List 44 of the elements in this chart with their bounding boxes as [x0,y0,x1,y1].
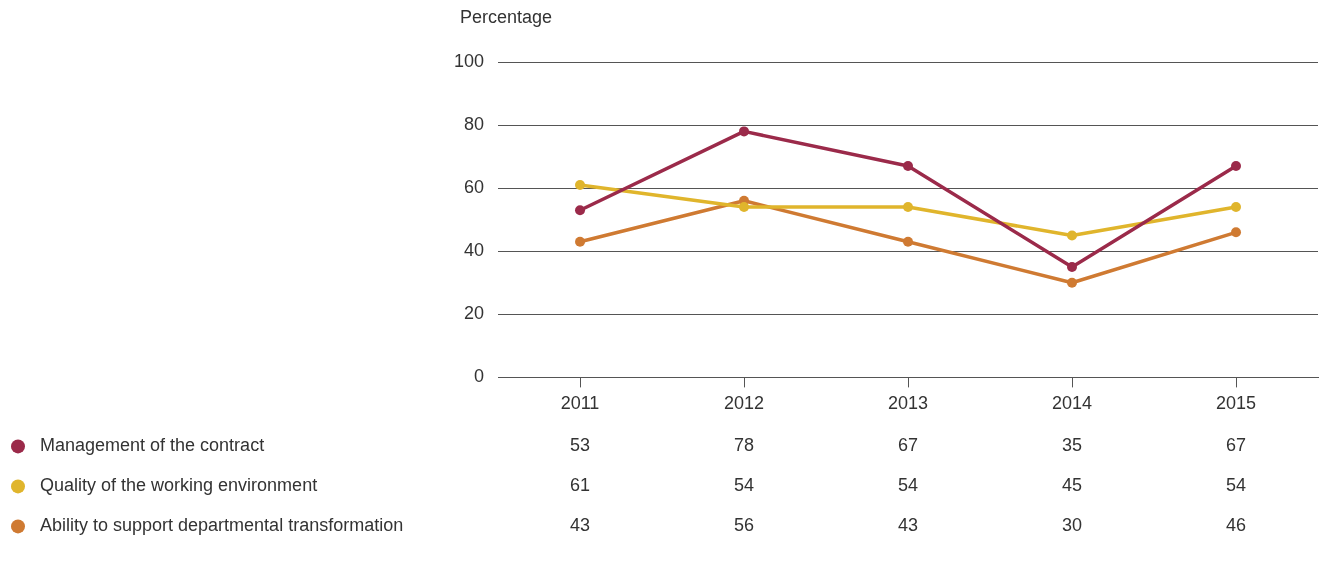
data-label: 67 [1225,435,1247,456]
point [1231,202,1241,213]
point [739,202,750,213]
x-tick-label: 2012 [724,393,765,414]
legend-label: Quality of the working environment [40,475,318,496]
legend-label: Ability to support departmental transformation [40,515,404,536]
y-tick-label: 100 [453,50,485,71]
data-label: 78 [734,435,755,456]
point [903,236,914,247]
data-label: 53 [570,435,591,456]
y-tick-label: 40 [464,240,485,261]
data-label: 43 [898,515,919,536]
legend-label: Management of the contract [40,435,265,456]
y-tick-label: 80 [464,114,485,135]
data-label: 56 [734,515,755,536]
y-tick-label: 60 [464,177,485,198]
point [903,161,914,172]
x-tick-label: 2014 [1051,393,1093,414]
data-label: 46 [1225,515,1247,536]
point [739,126,750,137]
point [575,180,586,191]
data-label: 30 [1061,515,1083,536]
data-label: 54 [734,475,755,496]
y-axis-title: Percentage [460,6,553,27]
point [1067,262,1078,273]
point [575,205,586,216]
x-tick-label: 2011 [560,393,600,414]
data-label: 54 [1225,475,1247,496]
data-label: 35 [1061,435,1083,456]
data-label: 45 [1061,475,1083,496]
point [903,202,914,213]
x-tick-label: 2013 [887,393,929,414]
data-label: 61 [570,475,591,496]
point [1231,227,1241,238]
y-tick-label: 20 [464,303,485,324]
point [575,236,586,247]
x-tick-label: 2015 [1215,393,1257,414]
y-tick-label: 0 [474,366,485,387]
point [1067,277,1078,288]
point [1067,230,1078,241]
data-label: 43 [570,515,591,536]
data-label: 54 [898,475,919,496]
data-label: 67 [898,435,919,456]
point [1231,161,1241,172]
